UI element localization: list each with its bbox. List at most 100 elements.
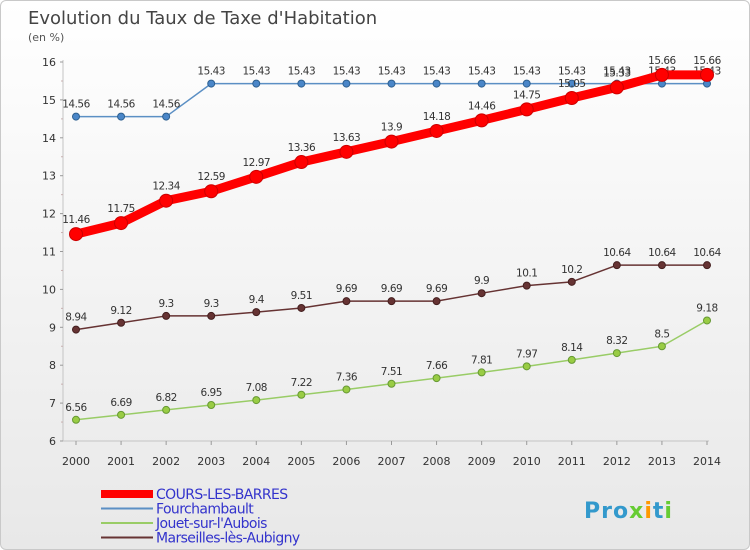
- data-label: 9.3: [159, 298, 174, 310]
- data-point: [252, 396, 261, 405]
- data-point: [252, 79, 261, 88]
- logo-text: Proxiti: [584, 499, 673, 524]
- data-point: [252, 308, 261, 317]
- data-point: [703, 261, 711, 270]
- data-point: [297, 79, 306, 88]
- x-tick-label: 2012: [603, 455, 631, 468]
- x-tick-label: 2014: [693, 455, 721, 468]
- data-point: [162, 311, 171, 320]
- data-point: [339, 144, 354, 159]
- data-point: [432, 297, 441, 306]
- series-cours-les-barres: 11.46 11.75 12.34 12.59 12.97 13.36 13.63 13.9 1…: [62, 55, 722, 242]
- data-point: [564, 91, 579, 106]
- y-tick-label: 7: [49, 397, 56, 410]
- data-point: [249, 169, 264, 184]
- y-tick-label: 15: [42, 94, 56, 107]
- legend: COURS-LES-BARRESFourchambaultJouet-sur-l…: [101, 487, 300, 547]
- legend-label: Fourchambault: [156, 502, 254, 518]
- data-point: [387, 379, 396, 388]
- data-point: [384, 134, 399, 149]
- data-label: 6.95: [201, 387, 222, 399]
- data-point: [612, 349, 621, 358]
- series-marseilles-l-s-aubigny: 8.94 9.12 9.3 9.3 9.4 9.51 9.69 9.69 9.69 9.9 10.1…: [65, 247, 722, 334]
- data-point: [162, 405, 171, 414]
- data-label: 15.43: [513, 66, 541, 78]
- data-label: 15.43: [288, 66, 316, 78]
- data-label: 12.97: [243, 157, 271, 169]
- data-label: 14.56: [107, 99, 135, 111]
- data-label: 9.69: [336, 283, 357, 295]
- data-point: [117, 112, 126, 121]
- data-label: 7.81: [471, 354, 492, 366]
- data-point: [432, 374, 441, 383]
- data-point: [114, 216, 129, 231]
- data-label: 7.36: [336, 371, 358, 383]
- data-label: 6.82: [155, 392, 176, 404]
- legend-label: Jouet-sur-l'Aubois: [155, 516, 267, 532]
- data-point: [159, 193, 174, 208]
- data-point: [567, 277, 576, 286]
- data-label: 7.08: [246, 382, 267, 394]
- data-label: 15.43: [197, 66, 225, 78]
- x-tick-label: 2008: [423, 455, 451, 468]
- axes: 6 7 8 9 10 11 12 13 14 15 16 2000 2001 2002 2003 2004 20…: [42, 56, 721, 468]
- data-label: 7.51: [381, 366, 402, 378]
- data-label: 14.56: [152, 99, 180, 111]
- data-point: [69, 227, 83, 242]
- data-label: 10.2: [561, 264, 582, 276]
- x-tick-label: 2009: [468, 455, 496, 468]
- y-tick-label: 12: [42, 208, 56, 221]
- data-label: 14.18: [423, 111, 451, 123]
- data-label: 11.46: [62, 214, 90, 226]
- data-label: 14.75: [513, 89, 541, 101]
- y-tick-label: 16: [42, 56, 56, 69]
- x-tick-label: 2004: [242, 455, 270, 468]
- data-point: [567, 79, 576, 88]
- x-tick-label: 2006: [332, 455, 360, 468]
- x-tick-label: 2003: [197, 455, 225, 468]
- y-tick-label: 14: [42, 132, 56, 145]
- data-point: [387, 297, 396, 306]
- data-point: [207, 400, 216, 409]
- data-label: 15.05: [558, 78, 586, 90]
- data-point: [207, 311, 216, 320]
- data-label: 6.69: [110, 397, 131, 409]
- data-label: 14.56: [62, 99, 90, 111]
- chart-title: Evolution du Taux de Taxe d'Habitation: [28, 8, 377, 29]
- data-label: 9.9: [474, 275, 489, 287]
- data-label: 12.59: [197, 171, 225, 183]
- data-label: 15.43: [468, 66, 496, 78]
- data-point: [477, 368, 486, 377]
- data-point: [162, 112, 171, 121]
- y-tick-label: 11: [42, 246, 56, 259]
- data-label: 15.43: [243, 66, 271, 78]
- data-point: [72, 112, 80, 121]
- y-tick-label: 10: [42, 283, 56, 296]
- data-label: 10.1: [516, 268, 537, 280]
- data-label: 9.12: [110, 305, 131, 317]
- data-point: [657, 261, 666, 270]
- x-tick-label: 2000: [62, 455, 90, 468]
- data-label: 13.63: [333, 132, 361, 144]
- data-point: [654, 67, 669, 82]
- data-point: [703, 316, 711, 325]
- y-tick-label: 9: [49, 321, 56, 334]
- x-tick-label: 2011: [558, 455, 586, 468]
- data-label: 7.22: [291, 377, 312, 389]
- data-label: 6.56: [65, 402, 87, 414]
- data-point: [204, 184, 219, 199]
- series-layer: 6.56 6.69 6.82 6.95 7.08 7.22 7.36 7.51 7.66 7.81…: [62, 55, 722, 424]
- data-label: 10.64: [693, 247, 721, 259]
- legend-label: Marseilles-lès-Aubigny: [156, 531, 300, 547]
- data-point: [522, 362, 531, 371]
- x-tick-label: 2005: [287, 455, 315, 468]
- data-label: 9.51: [291, 290, 312, 302]
- data-point: [477, 289, 486, 298]
- data-point: [429, 123, 444, 138]
- data-point: [297, 390, 306, 399]
- unit-label: (en %): [28, 31, 64, 44]
- data-label: 10.64: [603, 247, 631, 259]
- data-label: 15.43: [378, 66, 406, 78]
- data-point: [294, 155, 309, 170]
